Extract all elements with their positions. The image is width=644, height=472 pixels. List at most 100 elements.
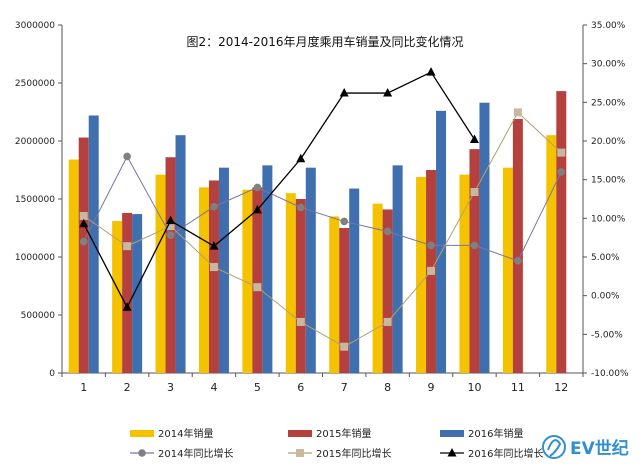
bar[interactable] (329, 216, 340, 373)
point[interactable] (252, 204, 262, 214)
point[interactable] (209, 241, 219, 250)
point[interactable] (296, 317, 305, 326)
bar[interactable] (305, 167, 316, 373)
point[interactable] (470, 241, 479, 250)
point[interactable] (166, 222, 175, 231)
point[interactable] (427, 241, 435, 250)
bar[interactable] (382, 209, 393, 373)
y-left-tick-label: 1500000 (15, 195, 55, 205)
y-right-tick-label: 25.00% (591, 98, 626, 108)
bar[interactable] (392, 165, 403, 373)
point[interactable] (253, 183, 262, 192)
logo-text: EV世纪 (570, 438, 629, 459)
point[interactable] (383, 88, 393, 97)
point[interactable] (513, 108, 522, 117)
x-tick-label: 11 (511, 381, 525, 394)
bar[interactable] (68, 159, 79, 373)
series-line (83, 71, 476, 309)
bar[interactable] (165, 157, 176, 373)
point[interactable] (79, 237, 88, 246)
bar[interactable] (132, 214, 143, 373)
point[interactable] (383, 227, 392, 236)
y-right-tick-label: 30.00% (591, 60, 626, 70)
bar[interactable] (78, 137, 89, 373)
x-tick-label: 7 (341, 381, 348, 394)
point[interactable] (469, 134, 479, 143)
point[interactable] (79, 212, 88, 221)
y-right-tick-label: 5.00% (591, 253, 620, 263)
point[interactable] (557, 148, 566, 157)
legend-label: 2014年销量 (158, 427, 213, 440)
point[interactable] (383, 317, 392, 326)
bar[interactable] (218, 167, 229, 373)
point[interactable] (447, 448, 457, 457)
bar[interactable] (556, 91, 567, 374)
legend-label: 2016年销量 (468, 427, 523, 440)
x-tick-label: 5 (254, 381, 261, 394)
point[interactable] (166, 231, 175, 240)
point[interactable] (296, 203, 305, 212)
point[interactable] (470, 188, 479, 197)
x-tick-label: 4 (210, 381, 217, 394)
bar[interactable] (502, 167, 513, 373)
series-line (83, 155, 562, 262)
point[interactable] (210, 202, 218, 211)
x-tick-label: 2 (124, 381, 131, 394)
legend-swatch (440, 430, 464, 437)
bar[interactable] (479, 102, 490, 373)
point[interactable] (138, 449, 146, 457)
bar[interactable] (459, 174, 470, 373)
bar[interactable] (112, 221, 123, 373)
y-right-tick-label: 35.00% (591, 21, 626, 31)
bar[interactable] (242, 189, 253, 373)
point[interactable] (514, 257, 522, 265)
bar[interactable] (198, 187, 209, 373)
legend-label: 2014年同比增长 (158, 447, 233, 460)
legend-label: 2015年同比增长 (316, 447, 391, 460)
bar[interactable] (349, 188, 360, 373)
point[interactable] (340, 217, 349, 226)
legend-swatch (130, 430, 154, 437)
point[interactable] (123, 152, 131, 161)
y-right-tick-label: 10.00% (591, 214, 626, 224)
bar[interactable] (372, 203, 383, 373)
bar[interactable] (416, 176, 427, 373)
x-tick-label: 1 (80, 381, 87, 394)
point[interactable] (122, 302, 132, 311)
bar[interactable] (155, 174, 166, 373)
point[interactable] (166, 215, 176, 225)
point[interactable] (426, 67, 436, 76)
point[interactable] (340, 342, 349, 351)
point[interactable] (427, 266, 436, 275)
bar[interactable] (295, 199, 306, 373)
bar[interactable] (122, 212, 133, 373)
bar[interactable] (546, 135, 557, 373)
bar[interactable] (208, 180, 219, 373)
ev-logo: EV世纪 (540, 428, 640, 468)
point[interactable] (79, 218, 89, 228)
y-left-tick-label: 3000000 (15, 21, 55, 31)
point[interactable] (296, 449, 304, 457)
point[interactable] (209, 263, 218, 272)
point[interactable] (123, 242, 132, 251)
legend-swatch (288, 430, 312, 437)
y-left-tick-label: 500000 (21, 311, 56, 321)
bar[interactable] (262, 165, 273, 373)
point[interactable] (253, 283, 262, 292)
bar[interactable] (175, 135, 186, 373)
y-right-tick-label: -5.00% (591, 330, 623, 340)
point[interactable] (339, 88, 349, 97)
x-tick-label: 3 (167, 381, 174, 394)
y-left-tick-label: 0 (49, 369, 55, 379)
point[interactable] (557, 168, 566, 176)
bar[interactable] (252, 187, 263, 373)
bar[interactable] (285, 193, 296, 373)
point[interactable] (296, 153, 306, 163)
bar[interactable] (512, 118, 523, 374)
y-left-tick-label: 1000000 (15, 253, 55, 263)
bar[interactable] (436, 110, 447, 373)
bar[interactable] (339, 228, 350, 373)
bar[interactable] (469, 149, 480, 373)
